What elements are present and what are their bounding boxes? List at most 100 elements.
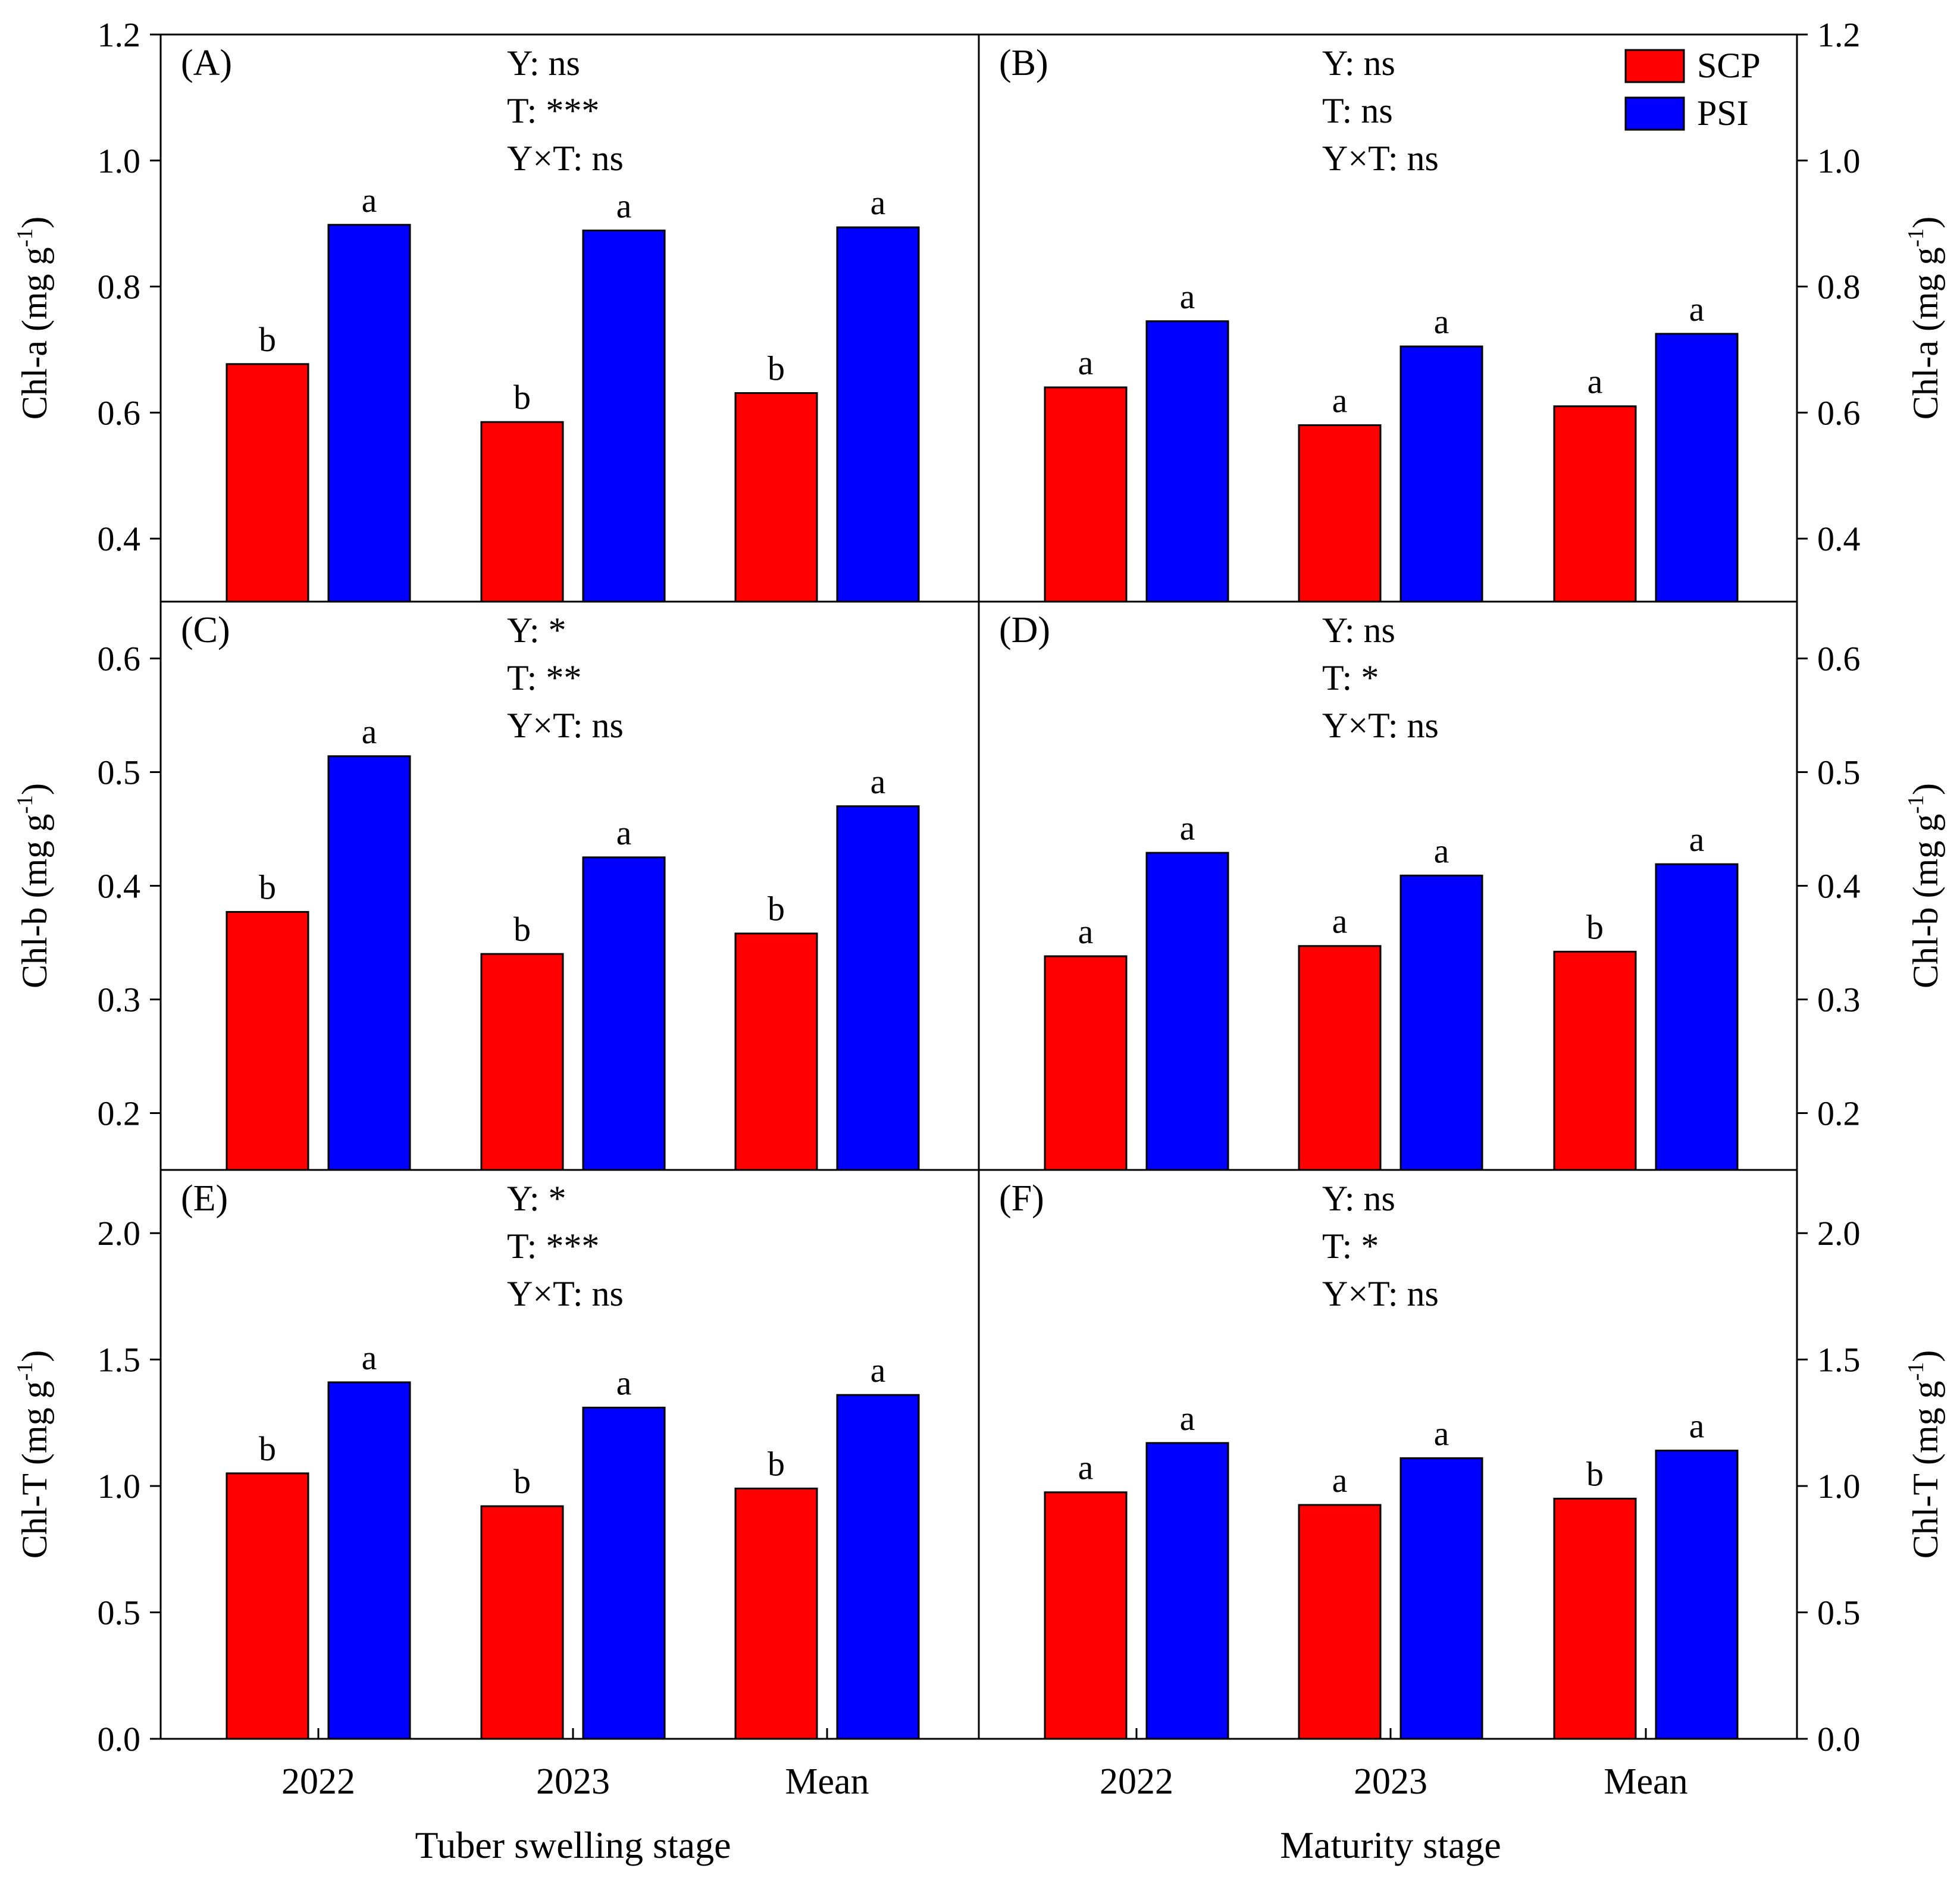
significance-letter: b	[1586, 1454, 1604, 1493]
stat-line: T: **	[507, 658, 581, 697]
y-tick-label-left: 0.4	[98, 867, 141, 906]
significance-letter: a	[1434, 831, 1449, 870]
y-tick-label-right: 0.6	[1817, 640, 1861, 678]
stat-line: Y×T: ns	[507, 1274, 624, 1313]
y-title-variable: Chl-a (mg g	[15, 247, 54, 420]
stat-line: Y×T: ns	[1322, 1274, 1439, 1313]
significance-letter: b	[514, 1462, 531, 1501]
y-tick-label-left: 0.3	[98, 981, 141, 1019]
x-tick-label: Mean	[1604, 1761, 1687, 1802]
bar-psi-2022	[327, 224, 411, 603]
bar-scp-mean	[734, 392, 818, 603]
y-axis-title-right: Chl-T (mg g-1)	[1903, 1350, 1945, 1559]
stat-line: Y: ns	[1322, 611, 1395, 650]
significance-letter: a	[1588, 362, 1603, 401]
bar-psi-2023	[582, 856, 666, 1171]
significance-letter: a	[1689, 820, 1705, 859]
bar-scp-2023	[480, 1505, 564, 1740]
bar-psi-2023	[582, 1406, 666, 1740]
bar-psi-2022	[1145, 852, 1229, 1171]
significance-letter: b	[259, 320, 276, 359]
bar-scp-mean	[1553, 950, 1637, 1171]
y-tick-label-right: 1.0	[1817, 142, 1861, 180]
y-tick-label-left: 2.0	[98, 1214, 141, 1253]
y-tick-label-left: 1.5	[98, 1341, 141, 1379]
stat-line: Y: *	[507, 1179, 566, 1218]
bar-psi-2023	[1399, 345, 1483, 603]
y-tick-label-right: 0.4	[1817, 867, 1861, 906]
significance-letter: a	[1434, 1414, 1449, 1453]
y-title-superscript: -1	[12, 1362, 37, 1381]
y-tick-label-left: 0.4	[98, 520, 141, 558]
significance-letter: a	[362, 181, 377, 220]
y-axis-row-1: 0.4 0.4 0.6 0.6 0.8 0.8 1.0 1.0 1.2 1.2 Chl-a (mg …	[12, 15, 1945, 558]
stat-line: T: ns	[1322, 91, 1393, 130]
stat-line: T: ***	[507, 1226, 599, 1266]
significance-letter: a	[871, 762, 886, 801]
y-tick-label-right: 0.0	[1817, 1720, 1861, 1758]
y-title-close: )	[1906, 1350, 1945, 1362]
bar-psi-mean	[1655, 863, 1739, 1171]
bar-psi-2022	[1145, 1442, 1229, 1740]
significance-letter: a	[1078, 912, 1094, 951]
stat-line: Y×T: ns	[507, 706, 624, 745]
figure-group: b b b a a a (A) Y: ns T: *** Y×T: ns a a a a a a (B) Y: n…	[12, 15, 1945, 1866]
y-title-superscript: -1	[1903, 1362, 1928, 1381]
panel-f: a a b a a a (F) Y: ns T: * Y×T: ns 2022 2023 Mean	[978, 1169, 1798, 1802]
significance-letter: b	[768, 890, 785, 928]
stat-line: Y×T: ns	[1322, 706, 1439, 745]
bar-psi-mean	[1655, 333, 1739, 603]
bar-scp-2022	[1044, 955, 1128, 1171]
y-tick-label-left: 1.0	[98, 1467, 141, 1506]
bar-scp-2023	[1298, 1504, 1382, 1740]
panel-e: b b b a a a (E) Y: * T: *** Y×T: ns 2022 2023 Mean	[159, 1169, 980, 1802]
y-tick-label-right: 0.8	[1817, 268, 1861, 306]
panel-label: (B)	[999, 43, 1048, 83]
stat-line: T: ***	[507, 91, 599, 130]
y-title-superscript: -1	[1903, 229, 1928, 248]
y-title-close: )	[15, 1350, 54, 1362]
legend-label-scp: SCP	[1697, 46, 1761, 85]
significance-letter: a	[1332, 1461, 1348, 1500]
y-title-variable: Chl-a (mg g	[1906, 247, 1945, 420]
bar-scp-2023	[1298, 424, 1382, 603]
significance-letter: b	[768, 1444, 785, 1483]
stage-label-left: Tuber swelling stage	[415, 1824, 731, 1866]
y-tick-label-left: 1.0	[98, 142, 141, 180]
y-title-variable: Chl-T (mg g	[1906, 1381, 1945, 1559]
bar-scp-2022	[1044, 386, 1128, 603]
stat-line: T: *	[1322, 658, 1379, 697]
bar-scp-2023	[480, 953, 564, 1171]
y-tick-label-left: 0.0	[98, 1720, 141, 1758]
panel-label: (A)	[181, 43, 232, 83]
bar-psi-2022	[327, 755, 411, 1171]
y-tick-label-right: 1.0	[1817, 1467, 1861, 1506]
significance-letter: a	[616, 813, 632, 852]
bar-psi-2023	[1399, 874, 1483, 1171]
y-title-superscript: -1	[12, 795, 37, 814]
legend: SCP PSI	[1624, 46, 1761, 133]
y-title-close: )	[1906, 783, 1945, 795]
bar-scp-mean	[734, 932, 818, 1171]
y-tick-label-right: 0.3	[1817, 981, 1861, 1019]
panel-label: (C)	[181, 610, 230, 650]
panel-b: a a a a a a (B) Y: ns T: ns Y×T: ns	[978, 33, 1798, 603]
panel-frame	[978, 1169, 1798, 1740]
y-title-close: )	[15, 783, 54, 795]
panel-label: (F)	[999, 1178, 1044, 1219]
y-tick-label-right: 0.5	[1817, 1594, 1861, 1632]
significance-letter: a	[1180, 277, 1195, 316]
y-axis-title-left: Chl-b (mg g-1)	[12, 783, 54, 988]
y-title-close: )	[15, 217, 54, 229]
y-tick-label-right: 1.2	[1817, 15, 1861, 54]
y-title-superscript: -1	[1903, 795, 1928, 814]
stat-line: T: *	[1322, 1226, 1379, 1266]
significance-letter: a	[1434, 302, 1449, 341]
bar-psi-mean	[1655, 1450, 1739, 1740]
x-tick-label: Mean	[785, 1761, 869, 1802]
significance-letter: a	[1180, 809, 1195, 847]
y-tick-label-right: 0.4	[1817, 520, 1861, 558]
bar-scp-2023	[1298, 945, 1382, 1171]
bar-psi-2022	[1145, 320, 1229, 603]
significance-letter: a	[362, 1338, 377, 1377]
